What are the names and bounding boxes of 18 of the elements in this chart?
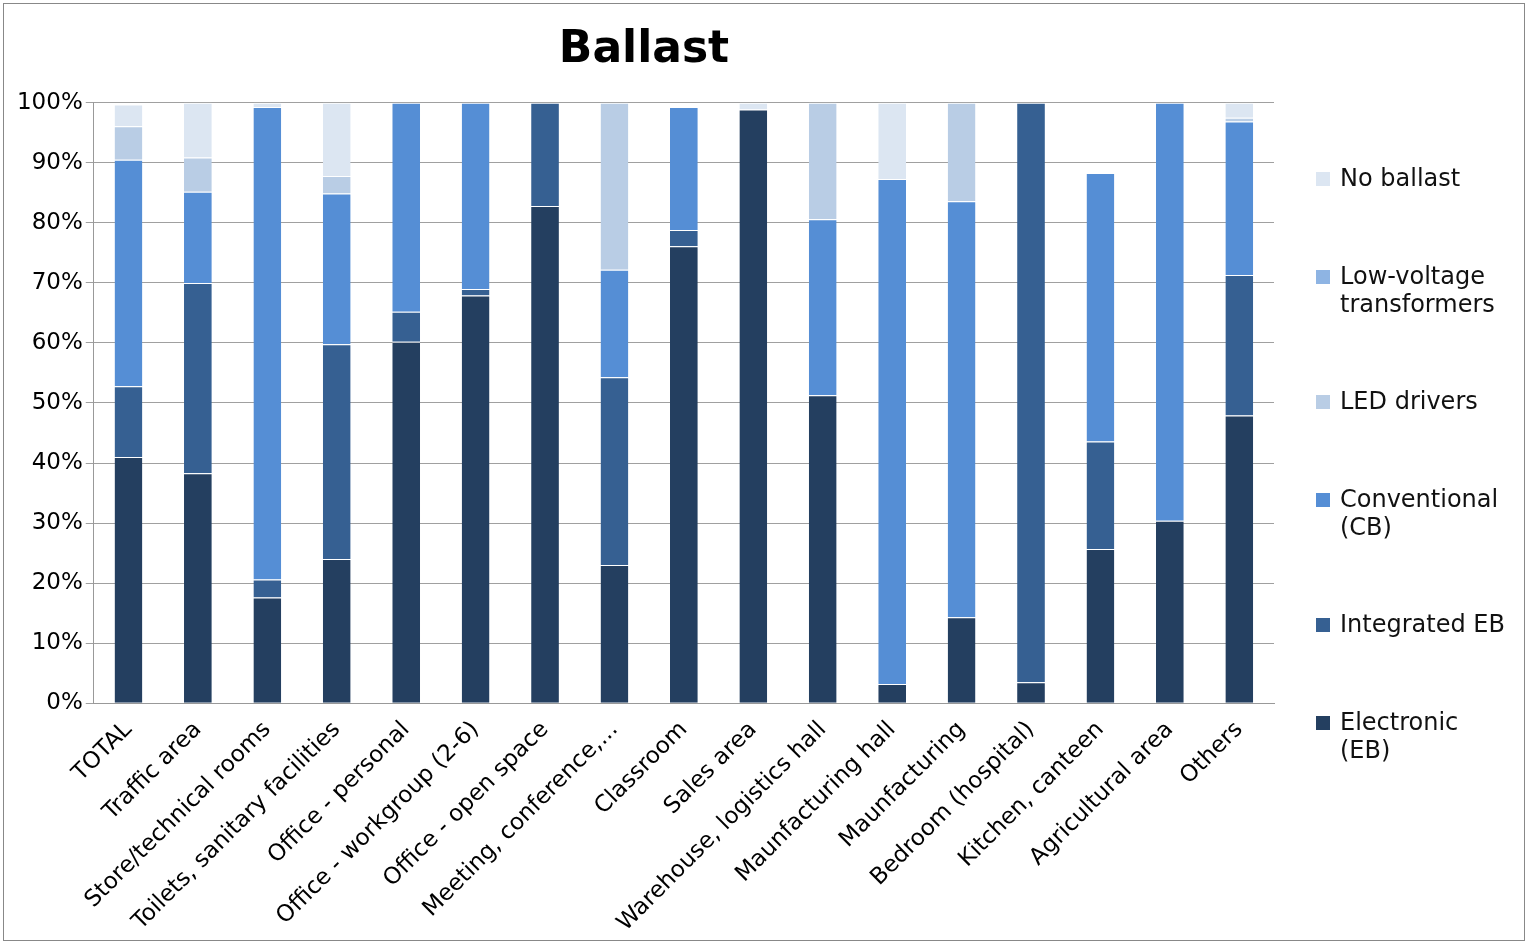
y-tick-label: 50%	[31, 387, 83, 414]
chart-title: Ballast	[558, 20, 730, 72]
y-tick-label: 90%	[31, 147, 83, 174]
y-tick-label: 100%	[16, 87, 83, 114]
y-tick-label: 40%	[31, 448, 83, 474]
y-tick-label: 80%	[31, 207, 83, 234]
legend-label: Low-voltage transformers	[1340, 261, 1496, 318]
y-tick-label: 60%	[31, 327, 83, 354]
legend-label: Conventional (CB)	[1340, 484, 1500, 541]
legend-label: Integrated EB	[1340, 610, 1505, 639]
y-tick-label: 20%	[31, 568, 83, 595]
y-tick-label: 0%	[46, 688, 83, 715]
legend-label: LED drivers	[1340, 387, 1478, 416]
y-tick-label: 70%	[31, 267, 83, 294]
legend-label: Electronic (EB)	[1340, 707, 1460, 764]
y-tick-label: 10%	[31, 628, 83, 655]
y-tick-label: 30%	[31, 508, 83, 535]
legend-label: No ballast	[1340, 164, 1461, 192]
